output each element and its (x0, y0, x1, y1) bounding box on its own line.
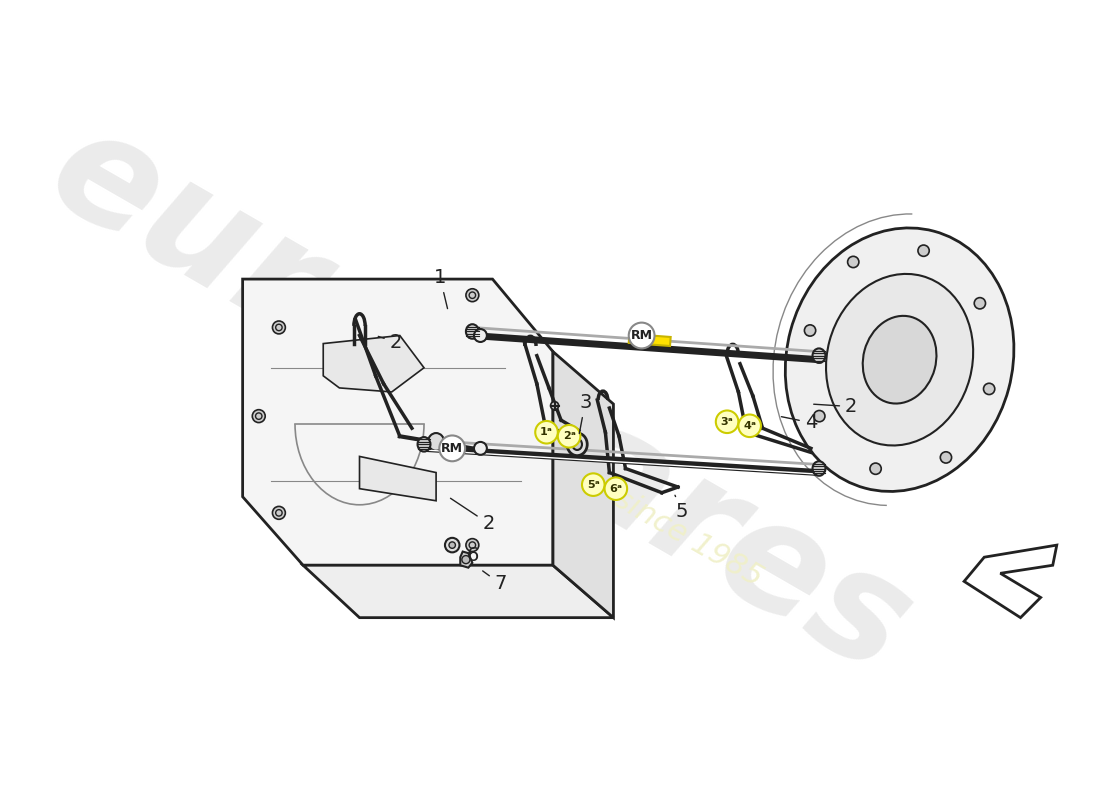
Text: 5: 5 (675, 495, 689, 521)
Ellipse shape (785, 228, 1014, 491)
Circle shape (814, 410, 825, 422)
Text: 1: 1 (433, 268, 448, 309)
Text: a passion for parts since 1985: a passion for parts since 1985 (354, 337, 768, 592)
Circle shape (629, 322, 654, 349)
Ellipse shape (813, 462, 825, 476)
Polygon shape (323, 335, 424, 392)
Text: 2: 2 (378, 333, 402, 352)
Circle shape (975, 298, 986, 309)
Polygon shape (553, 352, 614, 618)
Text: 2ᵃ: 2ᵃ (563, 431, 575, 442)
Circle shape (804, 325, 816, 336)
Text: 6ᵃ: 6ᵃ (609, 484, 623, 494)
Text: 1ᵃ: 1ᵃ (540, 427, 553, 438)
Circle shape (940, 452, 952, 463)
Polygon shape (460, 551, 472, 568)
Circle shape (716, 410, 738, 433)
Circle shape (870, 463, 881, 474)
Polygon shape (360, 457, 436, 501)
Circle shape (983, 383, 994, 394)
Circle shape (273, 321, 285, 334)
Ellipse shape (572, 438, 582, 450)
Ellipse shape (568, 433, 587, 456)
Circle shape (738, 414, 761, 437)
Text: 3: 3 (579, 393, 592, 434)
Circle shape (466, 289, 478, 302)
Ellipse shape (428, 433, 444, 450)
Text: 4: 4 (781, 414, 817, 432)
Text: RM: RM (630, 329, 652, 342)
Circle shape (848, 256, 859, 268)
Circle shape (273, 506, 285, 519)
Text: 6: 6 (466, 546, 478, 566)
Ellipse shape (862, 316, 936, 403)
Polygon shape (304, 566, 614, 618)
Circle shape (446, 538, 460, 552)
Ellipse shape (418, 437, 430, 451)
Text: 3ᵃ: 3ᵃ (720, 417, 734, 426)
Text: RM: RM (441, 442, 463, 455)
Circle shape (449, 542, 455, 548)
Circle shape (474, 329, 487, 342)
Circle shape (474, 442, 487, 455)
Ellipse shape (826, 274, 974, 446)
Circle shape (462, 555, 470, 564)
Text: 2: 2 (814, 397, 857, 416)
Circle shape (551, 402, 559, 410)
Ellipse shape (813, 349, 825, 363)
Text: 2: 2 (451, 498, 495, 533)
Circle shape (582, 474, 605, 496)
Text: 7: 7 (483, 571, 507, 594)
Polygon shape (964, 545, 1057, 618)
Text: 4ᵃ: 4ᵃ (744, 421, 756, 430)
Circle shape (917, 245, 930, 256)
Circle shape (466, 538, 478, 551)
Circle shape (558, 425, 581, 447)
Polygon shape (243, 279, 553, 566)
Text: eurospares: eurospares (25, 94, 936, 706)
Ellipse shape (466, 324, 478, 338)
Circle shape (439, 435, 465, 462)
Circle shape (605, 478, 627, 500)
Text: 5ᵃ: 5ᵃ (587, 480, 600, 490)
Circle shape (536, 421, 558, 443)
Circle shape (252, 410, 265, 422)
